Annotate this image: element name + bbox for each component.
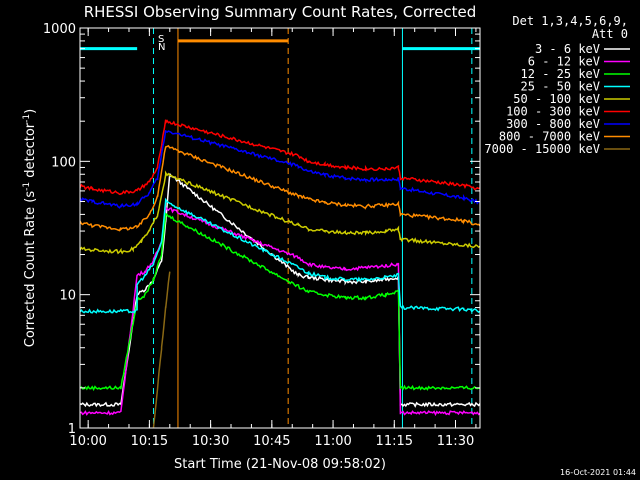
x-axis-ticks: 10:00 10:15 10:30 10:45 11:00 11:15 11:30 — [69, 28, 477, 449]
plot-frame — [79, 27, 481, 429]
series-lines — [80, 119, 480, 428]
x-tick-label-6: 11:30 — [437, 434, 474, 449]
state-flag-bars — [80, 39, 480, 51]
y-tick-label-1: 10 — [59, 289, 76, 304]
footer-timestamp: 16-Oct-2021 01:44 — [560, 468, 636, 477]
legend-label-7: 800 - 7000 keV — [499, 130, 600, 144]
series-line-0 — [80, 173, 480, 408]
x-tick-label-1: 10:15 — [131, 434, 168, 449]
x-axis-label: Start Time (21-Nov-08 09:58:02) — [174, 457, 386, 472]
legend-label-6: 300 - 800 keV — [506, 117, 600, 131]
legend-label-8: 7000 - 15000 keV — [484, 142, 600, 156]
legend-label-4: 50 - 100 keV — [513, 92, 600, 106]
y-tick-label-3: 1000 — [43, 22, 76, 37]
legend-label-0: 3 - 6 keV — [535, 42, 600, 56]
series-line-1 — [80, 205, 480, 417]
legend-header-detectors: Det 1,3,4,5,6,9, — [512, 14, 628, 28]
series-line-7 — [80, 144, 480, 232]
x-tick-label-5: 11:15 — [376, 434, 413, 449]
series-line-6 — [80, 130, 480, 209]
series-line-5 — [80, 119, 480, 196]
chart-title: RHESSI Observing Summary Count Rates, Co… — [84, 3, 477, 21]
y-tick-label-2: 100 — [51, 155, 76, 170]
legend-label-1: 6 - 12 keV — [528, 55, 600, 69]
x-tick-label-4: 11:00 — [314, 434, 351, 449]
y-axis-label: Corrected Count Rate (s-1 detector-1) — [22, 109, 38, 347]
s-marker-label: S — [158, 34, 164, 45]
series-line-3 — [80, 197, 480, 314]
series-line-2 — [80, 212, 480, 392]
x-tick-label-2: 10:30 — [192, 434, 229, 449]
series-line-4 — [80, 170, 480, 255]
x-tick-label-0: 10:00 — [69, 434, 106, 449]
legend-label-2: 12 - 25 keV — [521, 67, 600, 81]
legend-label-3: 25 - 50 keV — [521, 80, 600, 94]
n-marker-label: N — [158, 42, 165, 53]
event-vertical-lines — [152, 28, 473, 428]
y-axis-ticks: 1 10 100 1000 — [43, 22, 480, 437]
series-line-8 — [152, 271, 171, 428]
legend-label-5: 100 - 300 keV — [506, 105, 600, 119]
y-tick-label-0: 1 — [68, 422, 76, 437]
x-tick-label-3: 10:45 — [253, 434, 290, 449]
legend-header-attenuator: Att 0 — [592, 27, 628, 41]
